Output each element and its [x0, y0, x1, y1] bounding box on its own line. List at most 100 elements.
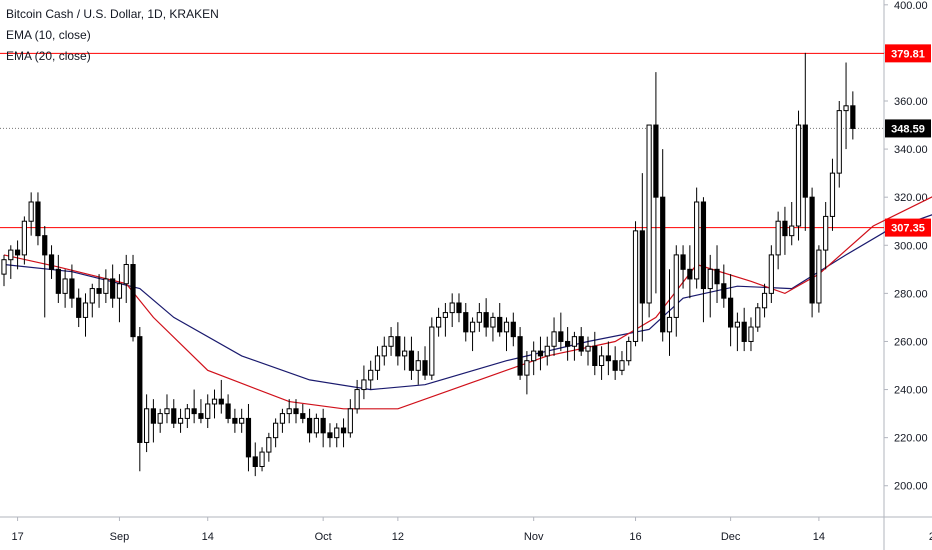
candle-down: [35, 201, 41, 237]
candle-up: [544, 345, 550, 357]
candle-down: [150, 408, 157, 424]
candle-down: [741, 321, 747, 342]
x-tick-label: Sep: [110, 531, 130, 543]
candle-down: [802, 124, 808, 198]
candle-up: [259, 451, 265, 468]
candle-down: [76, 297, 82, 318]
x-tick-label: 16: [629, 531, 641, 543]
candle-down: [497, 316, 503, 333]
candle-down: [463, 312, 469, 333]
candle-down: [55, 268, 61, 294]
y-tick-label: 340.00: [894, 144, 928, 156]
y-tick-label: 300.00: [894, 240, 928, 252]
candle-down: [727, 297, 734, 328]
candle-up: [829, 172, 836, 217]
ema-slow-label: EMA (20, close): [6, 49, 91, 63]
candle-down: [408, 350, 415, 371]
x-tick-label: Oct: [315, 531, 332, 543]
candle-down: [660, 196, 666, 333]
candle-down: [48, 254, 55, 270]
candle-down: [714, 268, 720, 285]
candle-up: [836, 110, 842, 174]
level-price-tag: 379.81: [891, 48, 925, 60]
ema-fast-line: [3, 196, 932, 410]
x-tick-label: Nov: [524, 531, 544, 543]
candle-up: [123, 264, 129, 285]
candle-down: [517, 336, 523, 376]
y-tick-label: 220.00: [894, 433, 928, 445]
candle-up: [626, 340, 632, 362]
candle-up: [279, 413, 286, 424]
candle-up: [164, 408, 170, 415]
x-tick-label: 12: [392, 531, 404, 543]
candle-up: [755, 307, 761, 328]
candle-down: [42, 235, 48, 256]
candle-up: [211, 398, 218, 405]
ema-fast-label: EMA (10, close): [6, 28, 91, 42]
candle-up: [374, 355, 381, 371]
candle-up: [843, 105, 849, 112]
chart-legend: Bitcoin Cash / U.S. Dollar, 1D, KRAKEN E…: [6, 4, 219, 67]
candle-up: [442, 312, 449, 318]
candle-down: [395, 336, 401, 357]
candle-down: [198, 413, 204, 419]
candle-down: [422, 360, 428, 376]
candle-up: [21, 220, 27, 256]
candle-up: [789, 225, 795, 237]
candle-down: [300, 413, 306, 419]
candle-down: [578, 336, 584, 352]
candle-down: [14, 249, 21, 256]
candle-up: [632, 230, 639, 342]
candle-up: [116, 283, 123, 299]
candle-up: [694, 201, 700, 280]
candle-down: [306, 417, 313, 434]
candle-up: [673, 254, 679, 318]
candle-up: [184, 408, 190, 419]
candle-up: [388, 336, 394, 347]
candle-down: [130, 264, 136, 338]
x-tick-label: Dec: [721, 531, 741, 543]
y-tick-label: 240.00: [894, 385, 928, 397]
candle-up: [273, 422, 279, 439]
candle-down: [721, 283, 727, 299]
candle-up: [449, 302, 455, 314]
level-price-tag-bg: [885, 44, 931, 63]
candle-up: [429, 326, 435, 376]
candle-up: [143, 408, 150, 443]
candle-up: [761, 292, 768, 309]
candle-down: [612, 360, 618, 371]
candle-up: [585, 345, 591, 352]
candle-up: [28, 201, 34, 222]
candle-down: [592, 345, 598, 367]
candle-up: [286, 408, 292, 415]
candle-up: [361, 379, 367, 391]
symbol-title: Bitcoin Cash / U.S. Dollar, 1D, KRAKEN: [6, 7, 219, 21]
candle-up: [89, 288, 95, 304]
candle-down: [293, 408, 299, 415]
candle-up: [748, 326, 754, 342]
candle-up: [205, 403, 211, 419]
candle-up: [157, 413, 163, 424]
candle-down: [700, 201, 707, 290]
y-tick-label: 200.00: [894, 481, 928, 493]
candle-up: [368, 369, 374, 381]
candle-down: [639, 230, 645, 304]
candle-up: [435, 316, 442, 328]
candle-down: [245, 417, 252, 458]
y-tick-label: 260.00: [894, 336, 928, 348]
last-price-tag-bg: [885, 119, 931, 138]
x-tick-label: 14: [202, 531, 214, 543]
candle-up: [266, 437, 272, 453]
candle-down: [218, 398, 224, 405]
candle-down: [225, 403, 231, 419]
x-tick-label: 2021: [929, 531, 932, 543]
candle-down: [69, 278, 75, 299]
candle-up: [551, 331, 557, 347]
candle-up: [8, 249, 14, 261]
candle-up: [476, 312, 482, 323]
candle-up: [334, 427, 340, 439]
y-tick-label: 320.00: [894, 192, 928, 204]
ema-slow-line: [3, 214, 932, 391]
candle-down: [171, 408, 177, 424]
